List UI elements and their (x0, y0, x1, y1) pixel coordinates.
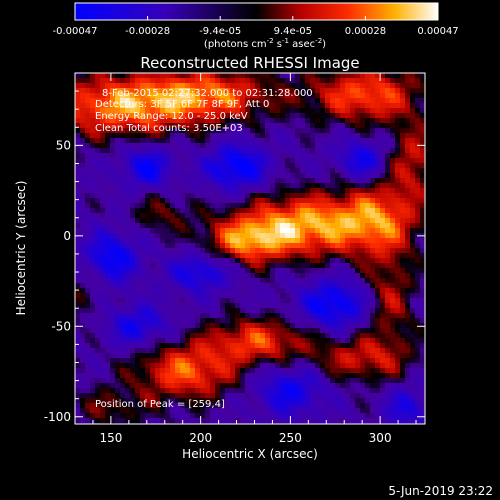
footer-date: 5-Jun-2019 23:22 (388, 484, 493, 498)
plot-frame (74, 72, 426, 425)
x-tick-label: 150 (99, 431, 122, 445)
x-tick-label: 250 (279, 431, 302, 445)
annotation-detectors: Detectors: 3F 5F 6F 7F 8F 9F, Att 0 (95, 99, 269, 110)
y-axis-ticks: -100 -50 0 50 (44, 72, 425, 424)
x-axis-ticks: 150 200 250 300 (74, 73, 417, 445)
x-tick-label: 200 (189, 431, 212, 445)
annotation-block: 8-Feb-2015 02:27:32.000 to 02:31:28.000 … (95, 88, 313, 134)
colorbar-tick-label: -9.4e-05 (199, 26, 241, 37)
colorbar-tick-label: 0.00047 (417, 26, 458, 37)
x-tick-label: 300 (369, 431, 392, 445)
y-axis-label: Heliocentric Y (arcsec) (14, 181, 28, 316)
colorbar-bar (74, 2, 439, 21)
y-tick-label: 50 (56, 138, 71, 152)
heatmap-image (75, 73, 425, 424)
peak-position-label: Position of Peak = [259,4] (95, 399, 225, 410)
colorbar: -0.00047 -0.00028 -9.4e-05 9.4e-05 0.00028 0.… (53, 2, 459, 50)
colorbar-tick-label: -0.00047 (53, 26, 98, 37)
colorbar-units-label: (photons cm-2 s-1 asec-2) (204, 37, 326, 50)
annotation-clean-counts: Clean Total counts: 3.50E+03 (95, 123, 243, 134)
colorbar-tick-label: 0.00028 (345, 26, 386, 37)
y-tick-label: -50 (51, 319, 71, 333)
colorbar-ticks: -0.00047 -0.00028 -9.4e-05 9.4e-05 0.00028 0.… (53, 16, 459, 37)
annotation-time-range: 8-Feb-2015 02:27:32.000 to 02:31:28.000 (102, 88, 313, 99)
chart-title: Reconstructed RHESSI Image (140, 54, 359, 72)
y-tick-label: -100 (44, 410, 71, 424)
x-axis-label: Heliocentric X (arcsec) (182, 447, 318, 461)
colorbar-tick-label: 9.4e-05 (274, 26, 312, 37)
annotation-energy-range: Energy Range: 12.0 - 25.0 keV (95, 111, 248, 122)
colorbar-tick-label: -0.00028 (125, 26, 170, 37)
y-tick-label: 0 (63, 229, 71, 243)
